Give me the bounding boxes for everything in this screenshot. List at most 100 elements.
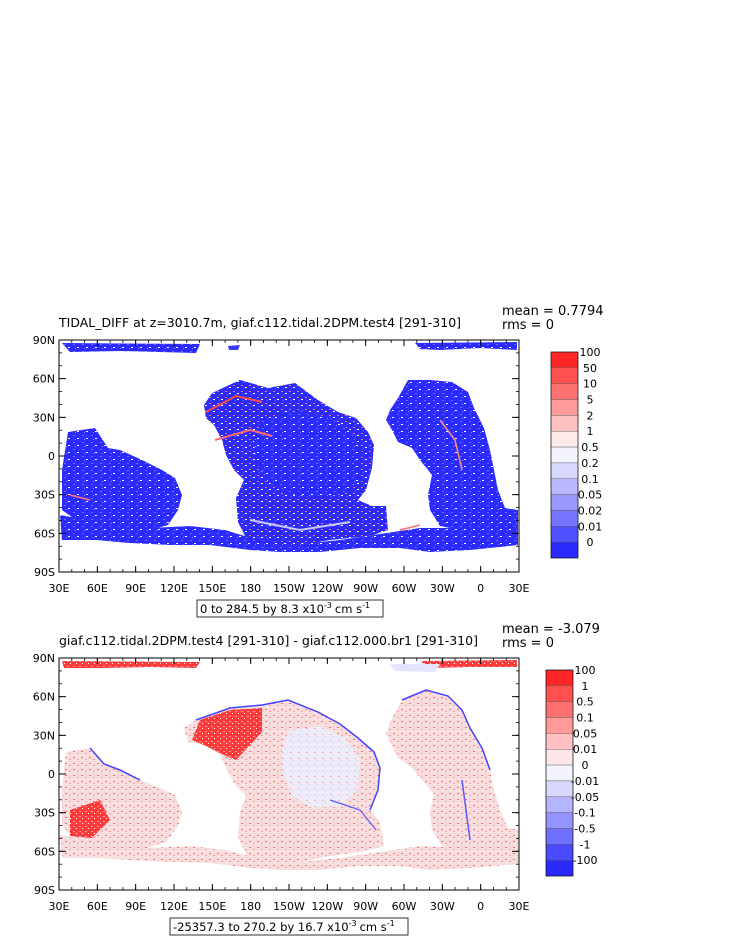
- coast-outline: [401, 689, 491, 771]
- colorbar-label: -100: [573, 854, 598, 867]
- ocean-region-pacific-core: [254, 410, 362, 498]
- x-tick-label: 30E: [509, 900, 530, 913]
- colorbar-swatch: [545, 796, 574, 813]
- y-tick-label: 90N: [33, 334, 55, 347]
- colorbar-swatch: [545, 828, 574, 845]
- y-tick-label: 60S: [34, 527, 55, 540]
- colorbar-label: 1: [587, 425, 594, 438]
- coast-outline: [195, 699, 381, 811]
- x-tick-label: 0: [477, 582, 484, 595]
- plot-title-2: giaf.c112.tidal.2DPM.test4 [291-310] - g…: [59, 633, 478, 648]
- colorbar-label: -0.05: [571, 791, 599, 804]
- x-tick-label: 120E: [160, 900, 188, 913]
- mean-label-2: mean = -3.079: [502, 622, 600, 637]
- rms-label-2: rms = 0: [502, 636, 554, 651]
- colorbar-swatch: [550, 383, 579, 400]
- colorbar-label: 50: [583, 362, 597, 375]
- ocean-region-indian: [62, 428, 182, 530]
- colorbar-label: 1: [582, 680, 589, 693]
- colorbar-label: 0.05: [573, 727, 598, 740]
- colorbar-swatch: [550, 494, 579, 511]
- colorbar-label: 0.2: [581, 457, 599, 470]
- y-tick-label: 0: [48, 450, 55, 463]
- coast-outline: [329, 799, 377, 831]
- x-tick-label: 120E: [160, 582, 188, 595]
- ridge-streak: [439, 419, 463, 471]
- x-tick-label: 60W: [392, 582, 417, 595]
- colorbar-swatch: [545, 749, 574, 766]
- y-tick-label: 30N: [33, 729, 55, 742]
- colorbar-frame: [545, 669, 574, 877]
- colorbar-label: 5: [587, 394, 594, 407]
- colorbar-label: 0.02: [578, 504, 603, 517]
- x-tick-label: 150W: [273, 582, 305, 595]
- ocean-region-arctic: [62, 343, 200, 353]
- colorbar-label: 0: [582, 759, 589, 772]
- x-tick-label: 30W: [430, 900, 455, 913]
- colorbar-label: 0.01: [578, 520, 603, 533]
- x-tick-label: 120W: [311, 900, 343, 913]
- x-tick-label: 30E: [49, 900, 70, 913]
- x-tick-label: 180: [240, 900, 261, 913]
- colorbar-label: -0.01: [571, 775, 599, 788]
- mean-label-1: mean = 0.7794: [502, 304, 604, 319]
- colorbar-swatch: [550, 431, 579, 448]
- ocean-region-arctic: [62, 661, 200, 668]
- x-tick-label: 60E: [87, 900, 108, 913]
- y-tick-label: 60N: [33, 691, 55, 704]
- colorbar-swatch: [545, 685, 574, 702]
- range-unit-exp-2: -1: [387, 919, 395, 928]
- colorbar-swatch: [545, 844, 574, 861]
- y-tick-label: 30S: [34, 489, 55, 502]
- colorbar-swatch: [545, 733, 574, 750]
- y-tick-label: 60S: [34, 845, 55, 858]
- x-tick-label: 60E: [87, 582, 108, 595]
- range-exp-1: -3: [324, 601, 332, 610]
- x-tick-label: 90W: [353, 900, 378, 913]
- y-tick-label: 30N: [33, 411, 55, 424]
- x-tick-label: 150E: [198, 900, 226, 913]
- x-tick-label: 180: [240, 582, 261, 595]
- y-tick-label: 0: [48, 768, 55, 781]
- ocean-region-indian-red: [70, 800, 110, 838]
- colorbar-swatch: [550, 351, 579, 369]
- colorbar-label: 10: [583, 378, 597, 391]
- colorbar-swatch: [545, 859, 574, 877]
- colorbar-swatch: [550, 415, 579, 432]
- colorbar-label: -1: [580, 838, 591, 851]
- x-tick-label: 150E: [198, 582, 226, 595]
- ocean-region-arctic-east: [415, 342, 517, 350]
- range-text-1: 0 to 284.5 by 8.3 x10: [200, 602, 324, 616]
- ridge-streak: [214, 428, 273, 441]
- ridge-streak: [69, 494, 91, 501]
- colorbar-1: 100 50 10 5 2 1 0.5 0.2 0.1 0.05 0.02 0.01 0: [550, 346, 603, 559]
- colorbar-label: -0.1: [574, 807, 595, 820]
- map-1: [60, 342, 518, 552]
- ocean-region-arctic-east: [420, 660, 517, 668]
- x-tick-label: 30E: [49, 582, 70, 595]
- y-tick-label: 90S: [34, 566, 55, 579]
- colorbar-label: 0.5: [576, 696, 594, 709]
- ocean-region-pacific-red: [192, 708, 262, 760]
- colorbar-label: 2: [587, 409, 594, 422]
- range-box-1: [196, 599, 384, 618]
- coast-outline: [89, 747, 141, 781]
- colorbar-label: 100: [580, 346, 601, 359]
- y-tick-label: 90N: [33, 652, 55, 665]
- ocean-region-atlantic: [386, 690, 518, 852]
- colorbar-2: 100 1 0.5 0.1 0.05 0.01 0 -0.01 -0.05 -0.1 -0.5 -1 -…: [545, 664, 599, 877]
- map-2: [60, 660, 518, 870]
- x-tick-label: 90E: [125, 900, 146, 913]
- colorbar-label: 0.1: [581, 473, 599, 486]
- ocean-region-atlantic: [386, 380, 518, 532]
- ocean-region-southern: [60, 515, 518, 552]
- x-tick-label: 0: [477, 900, 484, 913]
- colorbar-label: 0: [587, 536, 594, 549]
- x-tick-label: 90E: [125, 582, 146, 595]
- y-tick-label: 90S: [34, 884, 55, 897]
- ocean-region-arctic-mid: [228, 345, 240, 350]
- x-tick-label: 30W: [430, 582, 455, 595]
- colorbar-label: 0.01: [573, 743, 598, 756]
- ridge-streak: [399, 524, 421, 531]
